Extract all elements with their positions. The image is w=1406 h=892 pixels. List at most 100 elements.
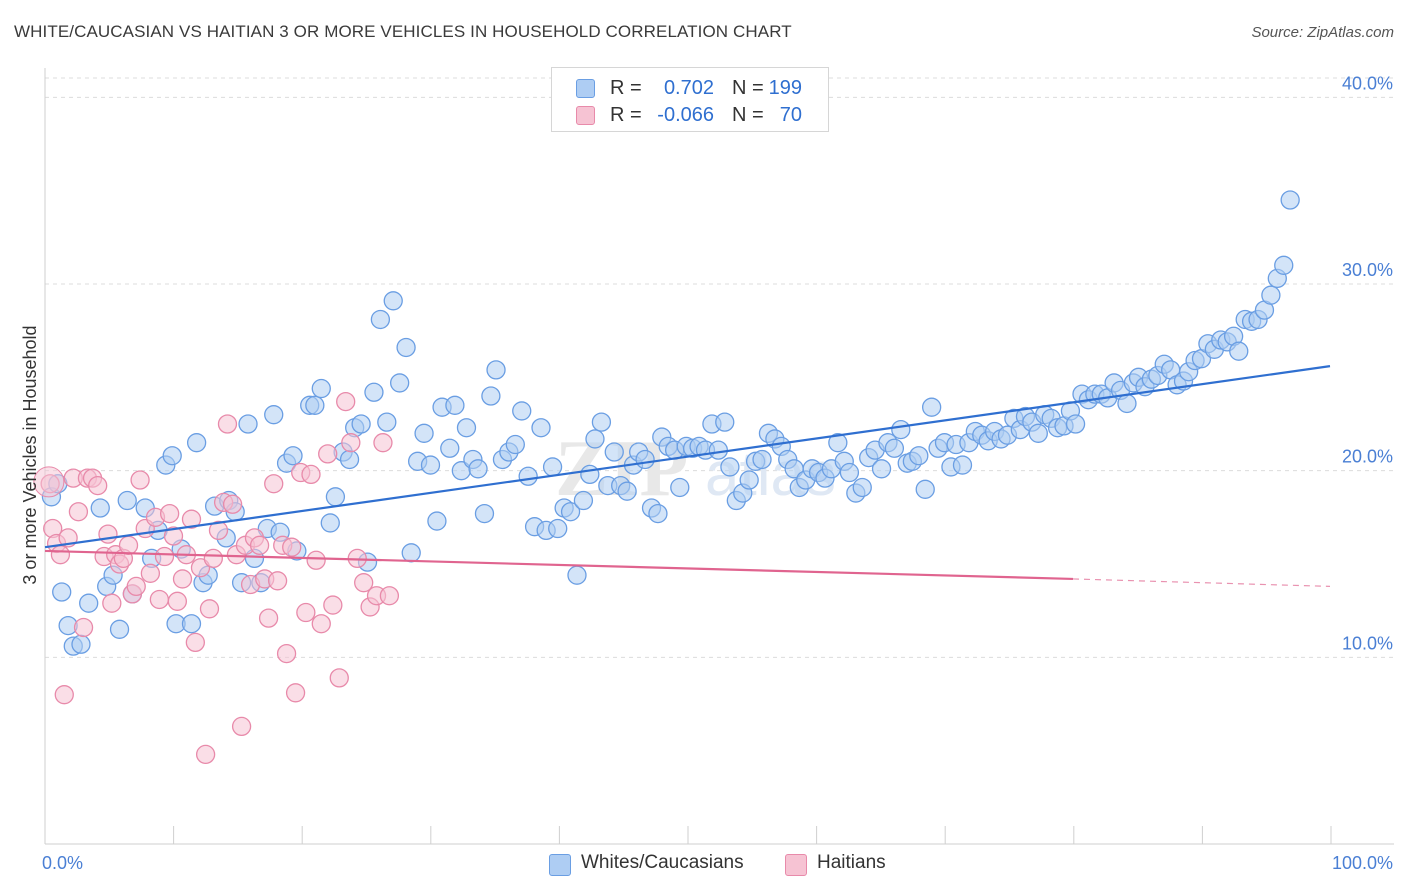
haitians-point bbox=[159, 503, 180, 524]
stats-legend: R = 0.702 N = 199 R = -0.066 N = 70 bbox=[551, 67, 829, 132]
whites-point bbox=[871, 459, 892, 479]
whites-point bbox=[52, 582, 72, 602]
haitians-point bbox=[118, 535, 139, 555]
whites-point bbox=[445, 395, 465, 415]
r-value: -0.066 bbox=[657, 104, 714, 126]
haitians-point bbox=[285, 683, 306, 703]
whites-point bbox=[891, 419, 911, 440]
whites-point bbox=[1274, 255, 1294, 275]
whites-point bbox=[238, 414, 258, 434]
whites-point bbox=[474, 503, 495, 524]
stats-row-haitians: R = -0.066 N = 70 bbox=[552, 101, 828, 129]
whites-legend-swatch bbox=[549, 854, 571, 876]
whites-point bbox=[109, 619, 130, 639]
haitians-point bbox=[306, 550, 326, 570]
haitians-point bbox=[140, 563, 161, 583]
haitians-point bbox=[98, 524, 118, 544]
x-tick-label: 0.0% bbox=[42, 853, 83, 873]
haitians-point bbox=[167, 591, 188, 611]
n-label: N = bbox=[732, 77, 764, 99]
haitians-point bbox=[172, 569, 193, 589]
whites-point bbox=[548, 518, 568, 539]
haitians-point bbox=[54, 685, 74, 705]
whites-point bbox=[752, 449, 772, 470]
whites-point bbox=[414, 423, 434, 443]
whites-point bbox=[505, 434, 525, 455]
haitians-point bbox=[185, 632, 205, 653]
chart-title: WHITE/CAUCASIAN VS HAITIAN 3 OR MORE VEH… bbox=[14, 22, 792, 41]
whites-point bbox=[1261, 285, 1281, 305]
whites-point bbox=[1065, 414, 1086, 434]
haitians-point bbox=[301, 464, 321, 485]
haitians-point bbox=[276, 643, 297, 664]
whites-point bbox=[370, 309, 391, 330]
whites-point bbox=[79, 593, 99, 613]
haitians-point bbox=[88, 475, 108, 496]
haitians-point bbox=[73, 617, 94, 638]
whites-point bbox=[364, 382, 384, 402]
series-haitians-points bbox=[33, 391, 400, 765]
x-tick-label: 100.0% bbox=[1332, 853, 1393, 873]
whites-point bbox=[468, 459, 488, 479]
haitians-point bbox=[199, 599, 220, 619]
whites-point bbox=[739, 470, 759, 490]
legend-label: Haitians bbox=[817, 852, 886, 873]
whites-point bbox=[264, 405, 284, 425]
haitians-point bbox=[323, 595, 343, 615]
y-tick-labels: 10.0% 20.0% 30.0% 40.0% bbox=[1342, 73, 1393, 653]
whites-point bbox=[909, 446, 929, 466]
whites-point bbox=[320, 513, 340, 533]
whites-point bbox=[839, 462, 860, 483]
whites-point bbox=[617, 481, 637, 501]
haitians-point bbox=[379, 586, 400, 606]
haitians-point bbox=[126, 576, 146, 597]
whites-point bbox=[560, 502, 581, 522]
whites-point bbox=[604, 442, 624, 462]
whites-point bbox=[635, 449, 655, 470]
haitians-trend-extension bbox=[1072, 578, 1331, 587]
whites-point bbox=[117, 490, 137, 511]
whites-point bbox=[828, 433, 848, 453]
r-value: 0.702 bbox=[663, 77, 714, 99]
whites-point bbox=[71, 634, 91, 654]
whites-point bbox=[567, 565, 587, 585]
n-label: N = bbox=[732, 104, 764, 126]
whites-point bbox=[720, 457, 740, 477]
series-legend: Whites/Caucasians Haitians bbox=[0, 851, 1406, 879]
whites-point bbox=[531, 418, 551, 438]
whites-point bbox=[440, 438, 460, 458]
r-label: R = bbox=[610, 77, 642, 99]
haitians-point bbox=[33, 466, 65, 498]
haitians-point bbox=[217, 414, 238, 434]
whites-point bbox=[486, 360, 506, 380]
haitians-point bbox=[373, 433, 393, 453]
whites-point bbox=[456, 418, 477, 438]
whites-point bbox=[512, 401, 532, 421]
whites-point bbox=[305, 395, 325, 415]
whites-point bbox=[884, 438, 905, 458]
haitians-point bbox=[195, 744, 216, 765]
whites-point bbox=[715, 412, 735, 432]
x-tick-labels: 0.0% 100.0% bbox=[42, 853, 1393, 873]
y-tick-label: 40.0% bbox=[1342, 73, 1393, 93]
whites-point bbox=[401, 543, 421, 563]
whites-point bbox=[181, 614, 202, 634]
haitians-point bbox=[318, 444, 338, 464]
y-tick-label: 20.0% bbox=[1342, 447, 1393, 467]
whites-point bbox=[648, 503, 668, 524]
haitians-point bbox=[231, 716, 252, 737]
haitians-point bbox=[50, 545, 71, 565]
y-tick-label: 30.0% bbox=[1342, 260, 1393, 280]
whites-point bbox=[283, 446, 303, 466]
haitians-point bbox=[68, 502, 89, 522]
whites-point bbox=[339, 449, 360, 470]
whites-point bbox=[542, 457, 563, 477]
haitians-point bbox=[102, 593, 122, 613]
whites-point bbox=[585, 429, 605, 449]
haitians-point bbox=[311, 614, 331, 634]
stats-row-whites: R = 0.702 N = 199 bbox=[552, 74, 828, 102]
whites-point bbox=[420, 455, 441, 475]
haitians-trend-line bbox=[44, 549, 1074, 581]
n-value: 199 bbox=[768, 77, 802, 99]
